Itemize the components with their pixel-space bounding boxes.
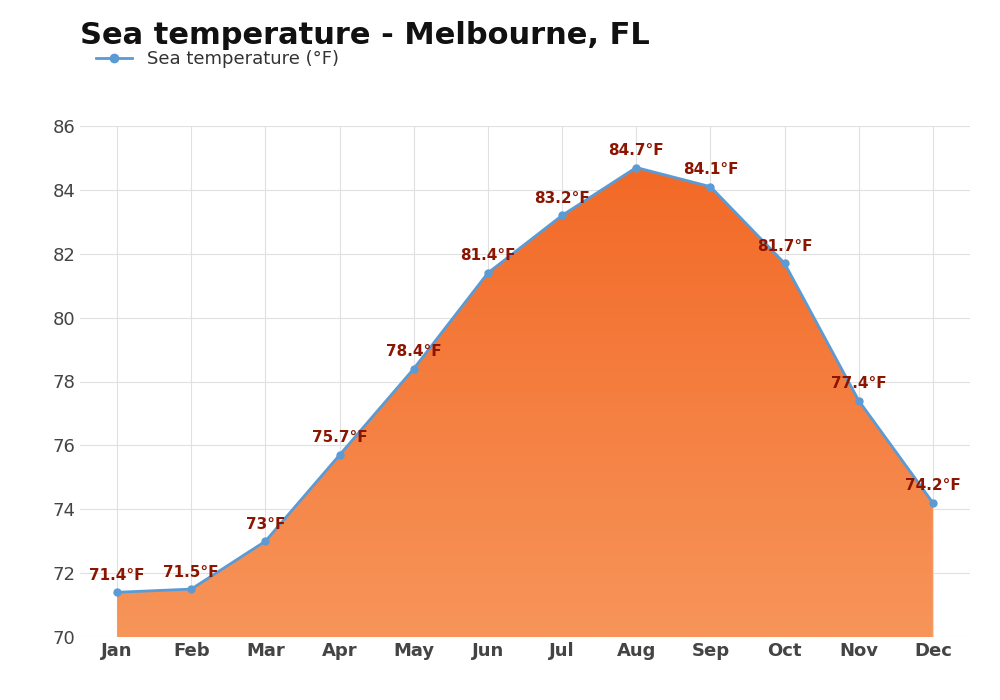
Text: 81.4°F: 81.4°F — [460, 248, 516, 263]
Text: 78.4°F: 78.4°F — [386, 344, 442, 359]
Text: 71.4°F: 71.4°F — [89, 568, 145, 582]
Text: 81.7°F: 81.7°F — [757, 239, 812, 254]
Text: 84.7°F: 84.7°F — [608, 143, 664, 158]
Text: 83.2°F: 83.2°F — [534, 191, 590, 206]
Text: 77.4°F: 77.4°F — [831, 376, 887, 391]
Text: 71.5°F: 71.5°F — [164, 564, 219, 580]
Legend: Sea temperature (°F): Sea temperature (°F) — [89, 43, 346, 76]
Text: 74.2°F: 74.2°F — [905, 478, 961, 493]
Text: Sea temperature - Melbourne, FL: Sea temperature - Melbourne, FL — [80, 21, 650, 50]
Text: 73°F: 73°F — [246, 517, 285, 531]
Text: 84.1°F: 84.1°F — [683, 162, 738, 177]
Text: 75.7°F: 75.7°F — [312, 430, 367, 445]
